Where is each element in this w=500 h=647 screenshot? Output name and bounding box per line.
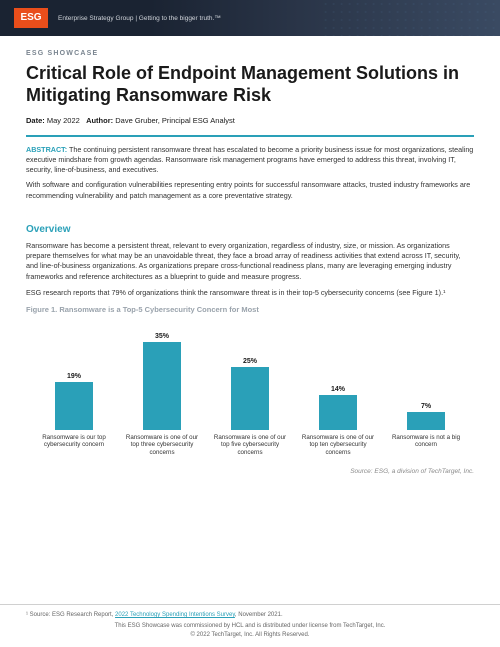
logo-text: ESG	[20, 13, 41, 23]
bar-value-label: 35%	[155, 333, 169, 340]
bar-group: 7% Ransomware is not a big concern	[382, 324, 470, 464]
page-footer: ¹ Source: ESG Research Report, 2022 Tech…	[0, 604, 500, 647]
bar-group: 35% Ransomware is one of our top three cy…	[118, 324, 206, 464]
abstract-paragraph-2: With software and configuration vulnerab…	[26, 180, 474, 200]
bar-group: 14% Ransomware is one of our top ten cybe…	[294, 324, 382, 464]
figure-source: Source: ESG, a division of TechTarget, I…	[26, 468, 474, 475]
abstract-box: ABSTRACT: The continuing persistent rans…	[26, 135, 474, 213]
header-tagline: Enterprise Strategy Group | Getting to t…	[58, 15, 221, 22]
bar	[55, 382, 93, 430]
date-label: Date:	[26, 116, 45, 125]
bar	[231, 367, 269, 430]
bar-value-label: 7%	[421, 403, 431, 410]
footnote: ¹ Source: ESG Research Report, 2022 Tech…	[26, 611, 474, 619]
abstract-label: ABSTRACT:	[26, 145, 67, 154]
bar-category-label: Ransomware is one of our top five cybers…	[209, 434, 291, 464]
figure-title: Figure 1. Ransomware is a Top-5 Cybersec…	[26, 305, 474, 314]
footer-line-1: This ESG Showcase was commissioned by HC…	[26, 622, 474, 630]
footnote-suffix: , November 2021.	[235, 612, 283, 618]
footnote-prefix: ¹ Source: ESG Research Report,	[26, 612, 115, 618]
overview-paragraph-1: Ransomware has become a persistent threa…	[26, 241, 474, 283]
section-heading-overview: Overview	[26, 224, 474, 235]
bar-chart: 19% Ransomware is our top cybersecurity c…	[26, 324, 474, 464]
esg-logo: ESG	[14, 8, 48, 28]
bar	[407, 412, 445, 430]
page-content: ESG SHOWCASE Critical Role of Endpoint M…	[0, 36, 500, 483]
page-header: ESG Enterprise Strategy Group | Getting …	[0, 0, 500, 36]
document-title: Critical Role of Endpoint Management Sol…	[26, 63, 474, 106]
bar	[319, 395, 357, 430]
bar-category-label: Ransomware is one of our top ten cyberse…	[297, 434, 379, 464]
document-meta: Date: May 2022 Author: Dave Gruber, Prin…	[26, 116, 474, 125]
date-value: May 2022	[47, 116, 80, 125]
bar-value-label: 14%	[331, 386, 345, 393]
bar-category-label: Ransomware is one of our top three cyber…	[121, 434, 203, 464]
abstract-text-1: The continuing persistent ransomware thr…	[26, 145, 473, 174]
author-label: Author:	[86, 116, 113, 125]
bar-group: 19% Ransomware is our top cybersecurity c…	[30, 324, 118, 464]
bar-category-label: Ransomware is our top cybersecurity conc…	[33, 434, 115, 464]
bar-value-label: 25%	[243, 358, 257, 365]
overview-paragraph-2: ESG research reports that 79% of organiz…	[26, 288, 474, 298]
bar-value-label: 19%	[67, 373, 81, 380]
abstract-paragraph-1: ABSTRACT: The continuing persistent rans…	[26, 145, 474, 175]
bar-group: 25% Ransomware is one of our top five cyb…	[206, 324, 294, 464]
bar-category-label: Ransomware is not a big concern	[385, 434, 467, 464]
document-kicker: ESG SHOWCASE	[26, 50, 474, 57]
bar	[143, 342, 181, 430]
footnote-link[interactable]: 2022 Technology Spending Intentions Surv…	[115, 612, 235, 618]
footer-line-2: © 2022 TechTarget, Inc. All Rights Reser…	[26, 631, 474, 639]
author-value: Dave Gruber, Principal ESG Analyst	[115, 116, 235, 125]
